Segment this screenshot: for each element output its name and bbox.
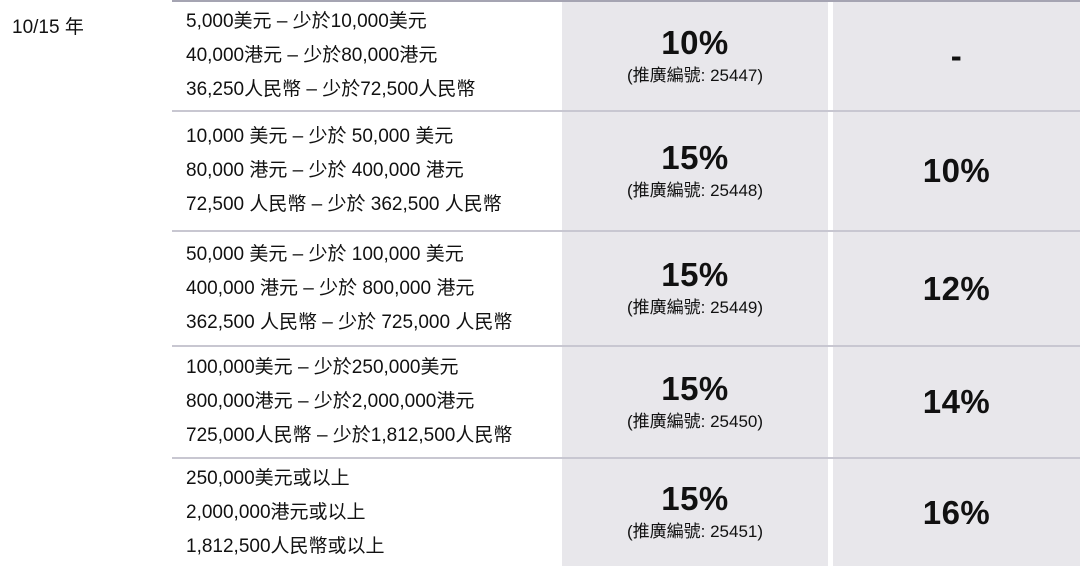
amount-line-rmb: 725,000人民幣 – 少於1,812,500人民幣 bbox=[186, 425, 513, 446]
promo-code: (推廣編號: 25448) bbox=[626, 180, 764, 200]
promo-code: (推廣編號: 25450) bbox=[626, 411, 764, 431]
primary-rate-value: 15% bbox=[661, 369, 729, 407]
secondary-rate-value: 10% bbox=[922, 152, 991, 189]
primary-rate-value: 15% bbox=[661, 256, 729, 293]
term-cell: 10/15 年 bbox=[0, 0, 172, 40]
amount-range-cell: 100,000美元 – 少於250,000美元 800,000港元 – 少於2,… bbox=[172, 347, 562, 457]
table-row: 5,000美元 – 少於10,000美元 40,000港元 – 少於80,000… bbox=[172, 2, 1080, 110]
amount-range-cell: 50,000 美元 – 少於 100,000 美元 400,000 港元 – 少… bbox=[172, 232, 562, 345]
amount-line-hkd: 400,000 港元 – 少於 800,000 港元 bbox=[186, 277, 475, 299]
secondary-rate-value: 16% bbox=[922, 493, 991, 531]
amount-line-rmb: 1,812,500人民幣或以上 bbox=[186, 535, 385, 557]
primary-rate-cell: 15% (推廣編號: 25448) bbox=[562, 112, 828, 230]
table-row: 100,000美元 – 少於250,000美元 800,000港元 – 少於2,… bbox=[172, 345, 1080, 457]
promo-code: (推廣編號: 25451) bbox=[626, 522, 764, 541]
secondary-rate-cell: 12% bbox=[833, 232, 1080, 345]
amount-line-rmb: 72,500 人民幣 – 少於 362,500 人民幣 bbox=[186, 194, 502, 215]
secondary-rate-cell: 14% bbox=[833, 347, 1080, 457]
secondary-rate-cell: 16% bbox=[833, 459, 1080, 566]
amount-line-rmb: 36,250人民幣 – 少於72,500人民幣 bbox=[186, 79, 476, 100]
column-gap bbox=[828, 232, 833, 345]
amount-line-hkd: 40,000港元 – 少於80,000港元 bbox=[186, 45, 438, 66]
amount-line-hkd: 80,000 港元 – 少於 400,000 港元 bbox=[186, 160, 464, 181]
amount-range-cell: 5,000美元 – 少於10,000美元 40,000港元 – 少於80,000… bbox=[172, 2, 562, 110]
rate-rows: 5,000美元 – 少於10,000美元 40,000港元 – 少於80,000… bbox=[172, 0, 1080, 566]
primary-rate-value: 15% bbox=[661, 138, 729, 176]
amount-range-cell: 10,000 美元 – 少於 50,000 美元 80,000 港元 – 少於 … bbox=[172, 112, 562, 230]
primary-rate-value: 10% bbox=[661, 23, 729, 61]
column-gap bbox=[828, 112, 833, 230]
amount-line-hkd: 800,000港元 – 少於2,000,000港元 bbox=[186, 391, 475, 412]
secondary-rate-cell: 10% bbox=[833, 112, 1080, 230]
amount-line-usd: 50,000 美元 – 少於 100,000 美元 bbox=[186, 243, 464, 265]
column-gap bbox=[828, 2, 833, 110]
amount-range-cell: 250,000美元或以上 2,000,000港元或以上 1,812,500人民幣… bbox=[172, 459, 562, 566]
promo-code: (推廣編號: 25449) bbox=[626, 298, 764, 317]
amount-line-usd: 10,000 美元 – 少於 50,000 美元 bbox=[186, 126, 454, 147]
primary-rate-value: 15% bbox=[661, 480, 729, 517]
table-row: 250,000美元或以上 2,000,000港元或以上 1,812,500人民幣… bbox=[172, 457, 1080, 566]
secondary-rate-value: - bbox=[950, 37, 963, 74]
column-gap bbox=[828, 347, 833, 457]
amount-line-hkd: 2,000,000港元或以上 bbox=[186, 501, 366, 523]
table-row: 10,000 美元 – 少於 50,000 美元 80,000 港元 – 少於 … bbox=[172, 110, 1080, 230]
column-gap bbox=[828, 459, 833, 566]
secondary-rate-value: 12% bbox=[922, 269, 991, 307]
amount-line-rmb: 362,500 人民幣 – 少於 725,000 人民幣 bbox=[186, 311, 513, 333]
primary-rate-cell: 15% (推廣編號: 25451) bbox=[562, 459, 828, 566]
primary-rate-cell: 15% (推廣編號: 25449) bbox=[562, 232, 828, 345]
secondary-rate-value: 14% bbox=[922, 383, 991, 420]
primary-rate-cell: 10% (推廣編號: 25447) bbox=[562, 2, 828, 110]
amount-line-usd: 100,000美元 – 少於250,000美元 bbox=[186, 357, 459, 378]
table-row: 50,000 美元 – 少於 100,000 美元 400,000 港元 – 少… bbox=[172, 230, 1080, 345]
secondary-rate-cell: - bbox=[833, 2, 1080, 110]
amount-line-usd: 5,000美元 – 少於10,000美元 bbox=[186, 11, 427, 32]
primary-rate-cell: 15% (推廣編號: 25450) bbox=[562, 347, 828, 457]
term-label: 10/15 年 bbox=[12, 17, 84, 38]
amount-line-usd: 250,000美元或以上 bbox=[186, 467, 350, 489]
promo-code: (推廣編號: 25447) bbox=[626, 65, 764, 85]
